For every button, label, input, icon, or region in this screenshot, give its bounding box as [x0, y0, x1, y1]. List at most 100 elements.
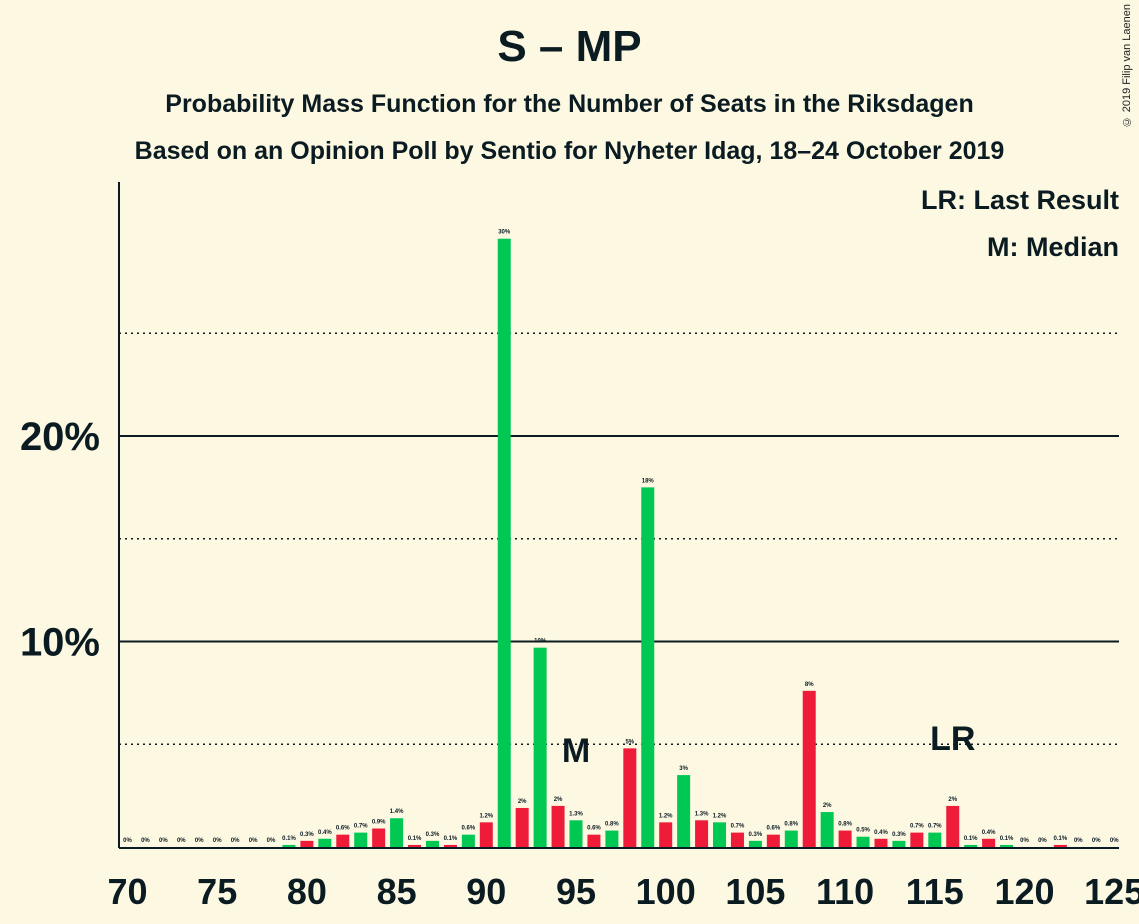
bar-seat-105 — [748, 840, 762, 847]
bar-value-label: 5% — [625, 739, 634, 745]
bar-value-label: 0% — [141, 838, 150, 844]
bar-value-label: 0.3% — [426, 832, 440, 838]
bar-seat-79 — [282, 844, 296, 847]
bar-seat-114 — [910, 832, 924, 847]
bar-seat-122 — [1053, 844, 1067, 847]
bar-value-label: 0.3% — [300, 832, 314, 838]
bar-value-label: 0% — [1110, 838, 1119, 844]
bar-value-label: 10% — [534, 639, 547, 645]
bar-value-label: 0% — [1020, 838, 1029, 844]
bar-seat-81 — [318, 838, 332, 847]
chart-title: S – MP — [497, 22, 642, 71]
bar-seat-101 — [677, 775, 691, 847]
bar-value-label: 0.1% — [408, 836, 422, 842]
bar-value-label: 0.6% — [462, 826, 476, 832]
bar-seat-91 — [497, 238, 511, 848]
bar-value-label: 1.2% — [479, 813, 493, 819]
bar-seat-88 — [443, 844, 457, 847]
legend-median: M: Median — [987, 232, 1119, 262]
bar-value-label: 1.4% — [390, 809, 404, 815]
bar-seat-82 — [336, 834, 350, 847]
bar-seat-112 — [874, 838, 888, 847]
bar-value-label: 2% — [823, 803, 832, 809]
bar-seat-84 — [372, 828, 386, 847]
bar-value-label: 0.4% — [874, 830, 888, 836]
bar-value-label: 0% — [267, 838, 276, 844]
chart-source: Based on an Opinion Poll by Sentio for N… — [134, 137, 1005, 165]
bar-seat-89 — [461, 834, 475, 847]
bar-seat-92 — [515, 807, 529, 847]
bar-seat-80 — [300, 840, 314, 847]
bar-seat-111 — [856, 836, 870, 847]
bar-value-label: 0.1% — [282, 836, 296, 842]
bar-value-label: 0.7% — [354, 824, 368, 830]
bar-value-label: 0.5% — [856, 828, 870, 834]
bar-seat-100 — [659, 822, 673, 847]
bar-value-label: 2% — [554, 797, 563, 803]
bar-seat-107 — [784, 830, 798, 847]
bar-value-label: 0.3% — [749, 832, 763, 838]
bar-seat-117 — [964, 844, 978, 847]
bar-value-label: 0% — [231, 838, 240, 844]
bar-value-label: 1.2% — [713, 813, 727, 819]
x-tick-label: 90 — [466, 871, 506, 912]
bar-value-label: 18% — [642, 478, 655, 484]
bar-seat-115 — [928, 832, 942, 847]
bar-value-label: 0.7% — [731, 824, 745, 830]
bar-value-label: 0% — [123, 838, 132, 844]
bar-seat-99 — [641, 487, 655, 847]
bar-value-label: 0.6% — [336, 826, 350, 832]
bar-seat-85 — [390, 818, 404, 847]
bar-value-label: 0.1% — [1054, 836, 1068, 842]
bar-value-label: 0.1% — [444, 836, 458, 842]
bar-seat-113 — [892, 840, 906, 847]
bar-value-label: 0% — [177, 838, 186, 844]
x-tick-label: 115 — [906, 871, 964, 912]
x-tick-label: 75 — [197, 871, 237, 912]
bar-seat-93 — [533, 647, 547, 847]
bar-seat-118 — [982, 838, 996, 847]
bar-value-label: 0.7% — [910, 824, 924, 830]
bar-value-label: 0.1% — [1000, 836, 1014, 842]
y-tick-label: 10% — [20, 621, 100, 665]
bar-seat-98 — [623, 748, 637, 847]
bar-value-label: 0.3% — [892, 832, 906, 838]
y-tick-label: 20% — [20, 415, 100, 459]
median-marker: M — [562, 732, 590, 770]
bar-value-label: 0.4% — [318, 830, 332, 836]
bar-value-label: 0.8% — [784, 822, 798, 828]
x-tick-label: 105 — [725, 871, 785, 912]
bar-seat-104 — [730, 832, 744, 847]
x-tick-label: 100 — [636, 871, 696, 912]
bar-value-label: 1.3% — [569, 811, 583, 817]
bar-value-label: 0% — [1074, 838, 1083, 844]
x-tick-label: 95 — [556, 871, 596, 912]
bar-value-label: 0.4% — [982, 830, 996, 836]
x-tick-label: 125 — [1084, 871, 1139, 912]
bar-value-label: 0.9% — [372, 820, 386, 826]
bar-value-label: 0.7% — [928, 824, 942, 830]
bar-seat-116 — [946, 805, 960, 847]
bar-value-label: 0% — [1092, 838, 1101, 844]
legend-last-result: LR: Last Result — [920, 185, 1119, 215]
bar-value-label: 0% — [195, 838, 204, 844]
bar-seat-90 — [479, 822, 493, 847]
x-tick-label: 120 — [994, 871, 1054, 912]
bar-value-label: 0% — [1038, 838, 1047, 844]
x-tick-label: 110 — [816, 871, 874, 912]
bar-seat-95 — [569, 820, 583, 847]
bar-value-label: 0% — [213, 838, 222, 844]
chart-subtitle: Probability Mass Function for the Number… — [165, 90, 974, 118]
bar-value-label: 30% — [498, 230, 511, 236]
bar-value-label: 1.2% — [659, 813, 673, 819]
bar-seat-86 — [408, 844, 422, 847]
x-tick-label: 80 — [287, 871, 327, 912]
x-tick-label: 85 — [377, 871, 417, 912]
bar-value-label: 0.8% — [838, 822, 852, 828]
bar-value-label: 8% — [805, 682, 814, 688]
bar-value-label: 2% — [518, 799, 527, 805]
bar-seat-97 — [605, 830, 619, 847]
bar-seat-87 — [425, 840, 439, 847]
bar-seat-83 — [354, 832, 368, 847]
